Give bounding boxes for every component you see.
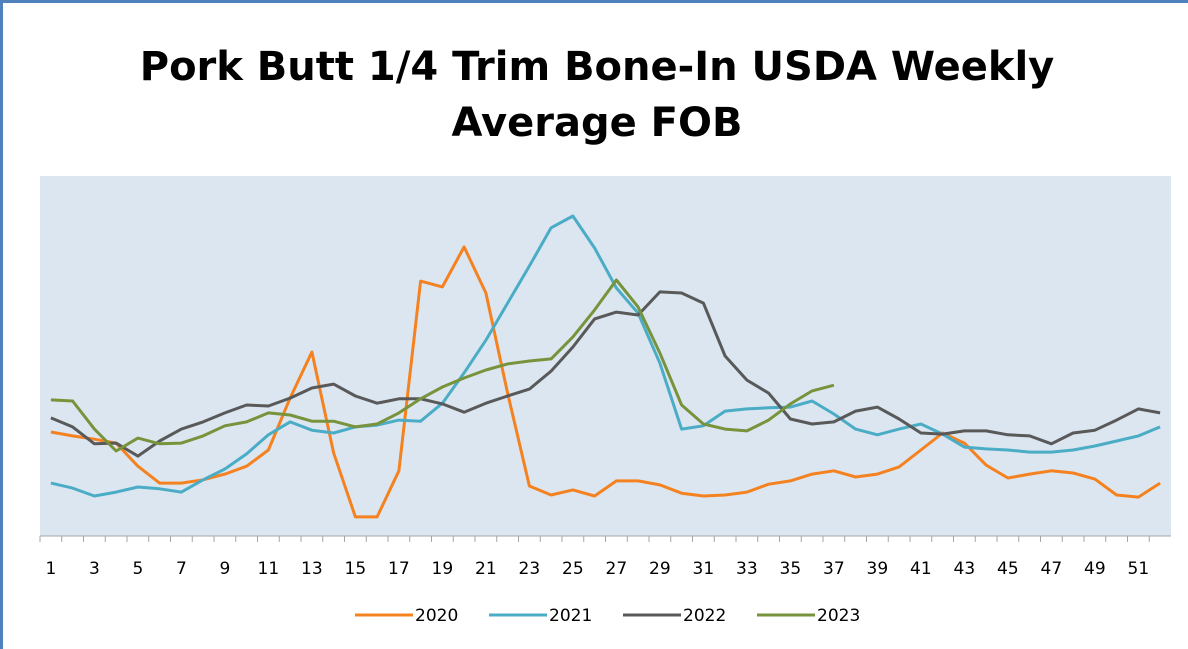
x-tick-label: 31: [693, 559, 715, 579]
x-tick-label: 7: [176, 559, 187, 579]
plot-area: [40, 176, 1171, 536]
x-tick-label: 23: [519, 559, 541, 579]
x-tick-label: 25: [562, 559, 584, 579]
x-tick-label: 27: [606, 559, 628, 579]
series-line: [50, 245, 1161, 519]
x-tick-label: 1: [45, 559, 56, 579]
x-tick-label: 51: [1128, 559, 1150, 579]
x-tick-label: 37: [823, 559, 845, 579]
legend-label: 2021: [549, 606, 592, 626]
x-tick-label: 29: [649, 559, 671, 579]
series-line: [50, 278, 835, 453]
x-tick-label: 43: [954, 559, 976, 579]
series-line: [50, 214, 1161, 498]
legend-label: 2020: [415, 606, 458, 626]
chart-title: Pork Butt 1/4 Trim Bone-In USDA Weekly A…: [139, 44, 1055, 146]
x-tick-label: 41: [910, 559, 932, 579]
x-tick-label: 33: [736, 559, 758, 579]
x-tick-label: 13: [301, 559, 323, 579]
x-tick-label: 3: [89, 559, 100, 579]
series-line: [50, 290, 1161, 458]
x-tick-label: 9: [219, 559, 230, 579]
x-tick-label: 21: [475, 559, 497, 579]
x-tick-label: 39: [867, 559, 889, 579]
chart: 1 3 5 7 9 11 13 15 17 19 21 23 25 27 29 31 33 35 37 39 41 43 4…: [39, 176, 1171, 626]
x-tick-label: 45: [997, 559, 1019, 579]
x-tick-label: 47: [1041, 559, 1063, 579]
x-tick-label: 19: [432, 559, 454, 579]
x-tick-label: 35: [780, 559, 802, 579]
legend-label: 2022: [683, 606, 726, 626]
x-tick-label: 17: [388, 559, 410, 579]
legend-label: 2023: [817, 606, 860, 626]
x-tick-label: 49: [1084, 559, 1106, 579]
x-tick-label: 5: [132, 559, 143, 579]
x-tick-label: 15: [345, 559, 367, 579]
x-tick-label: 11: [258, 559, 280, 579]
